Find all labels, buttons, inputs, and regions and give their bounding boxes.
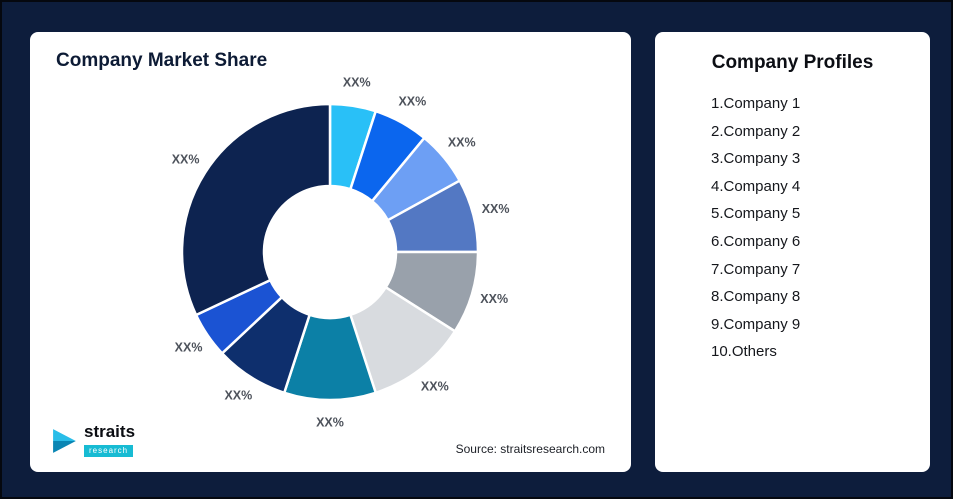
source-text: Source: straitsresearch.com [455, 442, 605, 456]
segment-label: XX% [480, 292, 508, 306]
logo-sub: research [84, 445, 134, 457]
profile-item: 8.Company 8 [711, 288, 801, 306]
segment-label: XX% [448, 135, 476, 149]
company-profiles-card: Company Profiles 1.Company 1 2.Company 2 3… [655, 32, 930, 472]
logo-name: straits [84, 422, 136, 441]
segment-label: XX% [343, 75, 371, 89]
donut-chart: XX% XX% XX% XX% XX% XX% XX% XX% XX% XX% [172, 75, 510, 429]
segment-label: XX% [175, 340, 203, 354]
profile-item: 7.Company 7 [711, 260, 801, 278]
segment-label: XX% [482, 202, 510, 216]
profile-item: 1.Company 1 [711, 95, 801, 112]
logo-icon [53, 428, 76, 453]
profile-item: 5.Company 5 [711, 205, 801, 223]
profile-item: 6.Company 6 [711, 232, 801, 250]
donut-segment-10 [180, 102, 332, 317]
profile-item: 4.Company 4 [711, 177, 801, 195]
profile-item: 2.Company 2 [711, 122, 801, 140]
profile-item: 10.Others [711, 343, 777, 361]
profile-item: 9.Company 9 [711, 315, 801, 333]
profiles-list: 1.Company 1 2.Company 2 3.Company 3 4.Compa… [655, 90, 930, 366]
profile-item: 3.Company 3 [711, 150, 801, 168]
chart-title: Company Market Share [56, 50, 268, 71]
segment-label: XX% [398, 94, 426, 108]
segment-label: XX% [421, 379, 449, 393]
segment-label: XX% [172, 153, 200, 167]
profiles-title: Company Profiles [711, 52, 874, 73]
market-share-card: Company Market Share XX% XX% XX% XX% XX% XX% X… [30, 32, 631, 472]
segment-label: XX% [316, 415, 344, 429]
segment-label: XX% [224, 389, 252, 403]
straits-research-logo: straits research [52, 423, 135, 458]
logo-text: straits research [84, 423, 135, 458]
